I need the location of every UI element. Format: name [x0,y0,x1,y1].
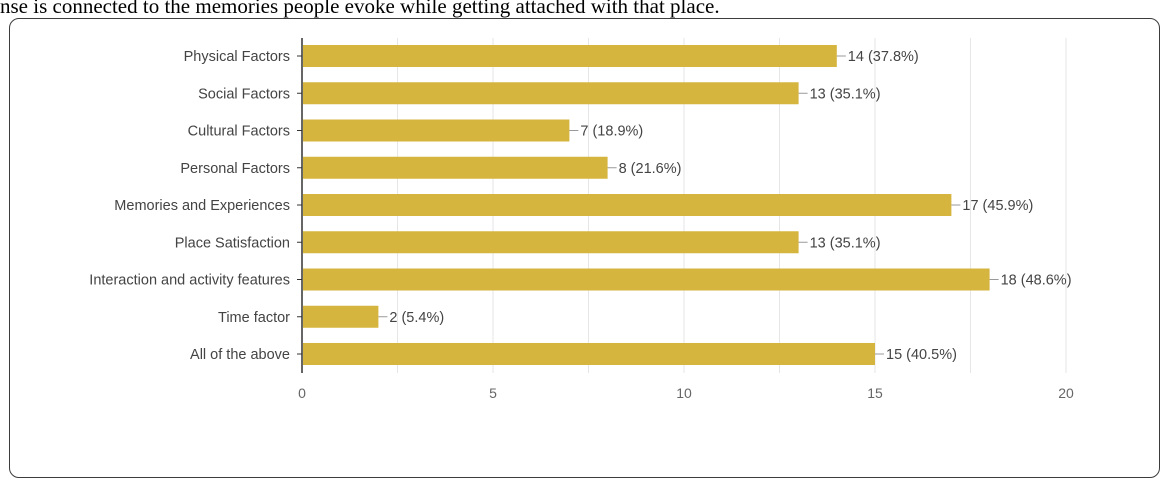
bar [303,268,990,291]
bar [303,119,570,142]
x-tick-label: 15 [867,385,883,401]
category-label: Personal Factors [180,161,290,177]
category-label: All of the above [190,347,290,363]
value-label: 18 (48.6%) [1001,273,1072,289]
category-label: Interaction and activity features [89,273,290,289]
value-label: 17 (45.9%) [962,198,1033,214]
value-labels: 14 (37.8%) 13 (35.1%) 7 (18.9%) 8 (21.6%) 17… [378,49,1072,363]
category-label: Memories and Experiences [114,198,290,214]
category-label: Place Satisfaction [175,235,290,251]
y-axis [297,38,303,373]
value-label: 13 (35.1%) [810,86,881,102]
bar [303,194,952,216]
value-label: 8 (21.6%) [619,161,682,177]
category-label: Social Factors [198,86,290,102]
bar [303,231,799,254]
x-tick-label: 0 [298,385,306,401]
category-label: Time factor [218,310,290,326]
bar [303,156,608,179]
value-label: 14 (37.8%) [848,49,919,65]
bar [303,305,379,328]
category-labels: Physical Factors Social Factors Cultural F… [89,49,290,363]
bar [303,45,837,67]
value-label: 13 (35.1%) [810,235,881,251]
bars [303,45,990,365]
x-tick-label: 5 [489,385,497,401]
bar [303,82,799,105]
value-label: 2 (5.4%) [389,310,444,326]
value-label: 15 (40.5%) [886,347,957,363]
caption-text: nse is connected to the memories people … [0,0,720,18]
x-tick-label: 10 [676,385,692,401]
category-label: Cultural Factors [188,124,290,140]
x-axis-ticks: 0 5 10 15 20 [298,385,1074,401]
bar-chart: Physical Factors Social Factors Cultural F… [89,38,1074,401]
category-label: Physical Factors [184,49,290,65]
x-tick-label: 20 [1058,385,1074,401]
bar [303,343,875,365]
value-label: 7 (18.9%) [580,124,643,140]
